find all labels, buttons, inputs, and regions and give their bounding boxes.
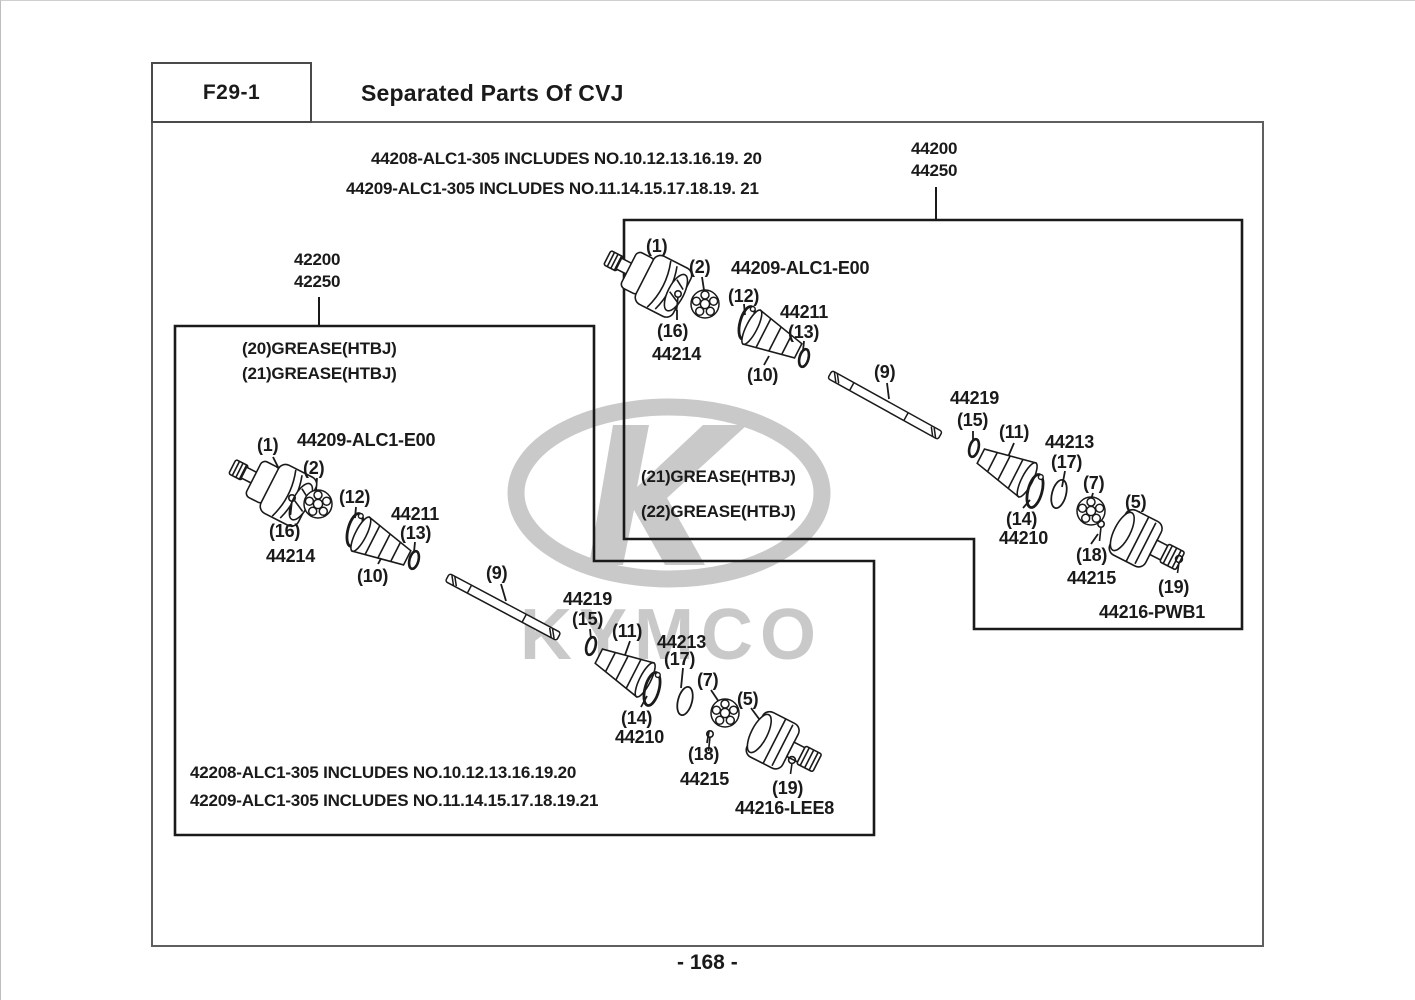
right-grease-note-1: (21)GREASE(HTBJ): [641, 467, 796, 486]
left-callout-13: (13): [400, 523, 432, 543]
left-part-44214: 44214: [266, 546, 316, 566]
right-callout-5: (5): [1125, 492, 1147, 512]
left-callout-12: (12): [339, 487, 371, 507]
top-note-2: 44209-ALC1-305 INCLUDES NO.11.14.15.17.1…: [346, 179, 759, 198]
left-part-44213: 44213: [657, 632, 707, 652]
page-title: Separated Parts Of CVJ: [361, 80, 624, 106]
right-part-44213: 44213: [1045, 432, 1095, 452]
left-part-44215: 44215: [680, 769, 730, 789]
left-part-44219: 44219: [563, 589, 613, 609]
left-includes-note-2: 42209-ALC1-305 INCLUDES NO.11.14.15.17.1…: [190, 791, 599, 810]
kymco-emblem-icon: [507, 398, 831, 588]
page-number: - 168 -: [677, 951, 738, 974]
left-callout-1: (1): [257, 435, 279, 455]
left-callout-7: (7): [697, 670, 719, 690]
left-callout-19: (19): [772, 778, 804, 798]
kymco-watermark-text: KYMCO: [520, 595, 823, 675]
right-callout-15: (15): [957, 410, 989, 430]
right-ref-code-top: 44200: [911, 139, 958, 158]
right-callout-9: (9): [874, 362, 896, 382]
left-callout-17: (17): [664, 649, 696, 669]
left-callout-9: (9): [486, 563, 508, 583]
right-assembly-box: [622, 218, 1244, 631]
figure-code: F29-1: [202, 80, 261, 104]
right-callout-18: (18): [1076, 545, 1108, 565]
right-callout-16: (16): [657, 321, 689, 341]
left-callout-10: (10): [357, 566, 389, 586]
left-callout-11: (11): [612, 621, 643, 641]
left-ref-code-top: 42200: [294, 250, 341, 269]
left-outer-joint-code: 44216-LEE8: [735, 798, 835, 818]
right-ref-code-bottom: 44250: [911, 161, 958, 180]
right-callout-12: (12): [728, 286, 760, 306]
right-outer-joint-code: 44216-PWB1: [1099, 602, 1206, 622]
right-part-44219: 44219: [950, 388, 1000, 408]
left-part-44210: 44210: [615, 727, 665, 747]
right-part-44210: 44210: [999, 528, 1049, 548]
right-callout-19: (19): [1158, 577, 1190, 597]
left-callout-16: (16): [269, 521, 301, 541]
left-assembly-box: [173, 324, 876, 837]
figure-code-box: F29-1: [151, 62, 312, 123]
right-callout-7: (7): [1083, 473, 1105, 493]
drawing-frame: [151, 121, 1264, 947]
right-callout-14: (14): [1006, 509, 1038, 529]
right-callout-1: (1): [646, 236, 668, 256]
left-part-44211: 44211: [391, 504, 440, 524]
right-callout-2: (2): [689, 257, 711, 277]
left-includes-note-1: 42208-ALC1-305 INCLUDES NO.10.12.13.16.1…: [190, 763, 577, 782]
top-note-1: 44208-ALC1-305 INCLUDES NO.10.12.13.16.1…: [371, 149, 762, 168]
left-part-code: 44209-ALC1-E00: [297, 430, 436, 450]
left-callout-15: (15): [572, 609, 604, 629]
left-callout-18: (18): [688, 744, 720, 764]
left-callout-14: (14): [621, 708, 653, 728]
right-callout-13: (13): [788, 322, 820, 342]
right-callout-17: (17): [1051, 452, 1083, 472]
right-part-44211: 44211: [780, 302, 829, 322]
right-grease-note-2: (22)GREASE(HTBJ): [641, 502, 796, 521]
right-part-44215: 44215: [1067, 568, 1117, 588]
left-ref-code-bottom: 42250: [294, 272, 341, 291]
right-part-code: 44209-ALC1-E00: [731, 258, 870, 278]
left-grease-note-1: (20)GREASE(HTBJ): [242, 339, 397, 358]
left-callout-2: (2): [303, 458, 325, 478]
right-callout-11: (11): [999, 422, 1030, 442]
left-grease-note-2: (21)GREASE(HTBJ): [242, 364, 397, 383]
right-callout-10: (10): [747, 365, 779, 385]
right-part-44214: 44214: [652, 344, 702, 364]
left-callout-5: (5): [737, 689, 759, 709]
